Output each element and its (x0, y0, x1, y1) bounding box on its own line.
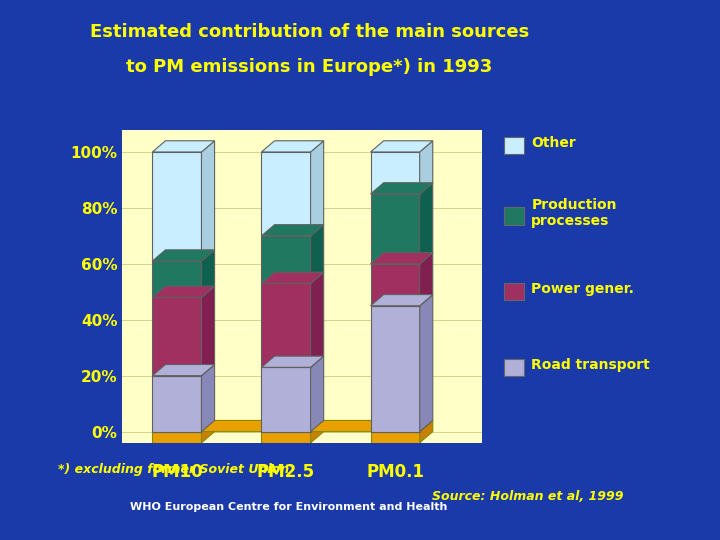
Polygon shape (420, 295, 433, 431)
Polygon shape (310, 356, 324, 431)
Bar (153, 376, 202, 431)
Polygon shape (310, 225, 324, 284)
Polygon shape (261, 225, 324, 236)
Bar (371, 194, 420, 264)
Polygon shape (371, 183, 433, 194)
Text: Road transport: Road transport (531, 357, 650, 372)
Text: Power gener.: Power gener. (531, 282, 634, 296)
Bar (261, 367, 310, 431)
Polygon shape (202, 250, 215, 298)
Polygon shape (371, 253, 433, 264)
Polygon shape (153, 364, 215, 376)
Text: WHO European Centre for Environment and Health: WHO European Centre for Environment and … (130, 502, 447, 512)
Polygon shape (261, 356, 324, 367)
Polygon shape (371, 295, 433, 306)
Bar (371, 431, 420, 443)
Text: Other: Other (531, 136, 576, 150)
Polygon shape (153, 141, 215, 152)
Bar (261, 236, 310, 284)
Polygon shape (153, 250, 215, 261)
Polygon shape (261, 272, 324, 284)
Polygon shape (310, 421, 324, 443)
Text: to PM emissions in Europe*) in 1993: to PM emissions in Europe*) in 1993 (127, 58, 492, 77)
Bar (153, 298, 202, 376)
Polygon shape (202, 421, 215, 443)
Bar (371, 264, 420, 306)
Polygon shape (202, 141, 215, 261)
Bar (153, 261, 202, 298)
Bar (261, 284, 310, 367)
Polygon shape (310, 141, 324, 236)
Polygon shape (153, 421, 433, 431)
Bar (261, 152, 310, 236)
Polygon shape (310, 272, 324, 367)
Bar (153, 431, 202, 443)
Polygon shape (420, 253, 433, 306)
Bar (371, 306, 420, 431)
Polygon shape (202, 286, 215, 376)
Text: Estimated contribution of the main sources: Estimated contribution of the main sourc… (90, 23, 529, 42)
Text: Production
processes: Production processes (531, 198, 617, 228)
Polygon shape (420, 421, 433, 443)
Bar (261, 431, 310, 443)
Polygon shape (153, 286, 215, 298)
Bar (371, 152, 420, 194)
Polygon shape (202, 364, 215, 431)
Bar (153, 152, 202, 261)
Text: Source: Holman et al, 1999: Source: Holman et al, 1999 (432, 489, 624, 503)
Polygon shape (261, 141, 324, 152)
Polygon shape (420, 141, 433, 194)
Polygon shape (371, 141, 433, 152)
Text: *) excluding former Soviet Union: *) excluding former Soviet Union (58, 462, 289, 476)
Polygon shape (420, 183, 433, 264)
